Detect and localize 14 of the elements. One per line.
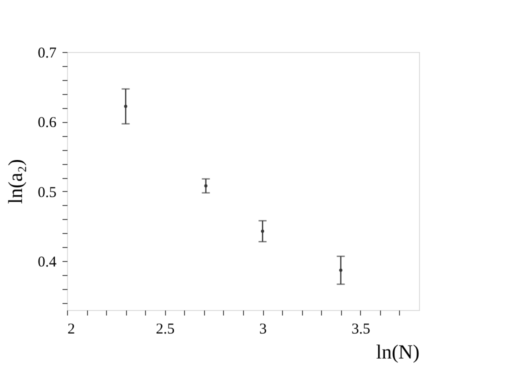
point [339,268,342,272]
point [204,184,208,188]
x-tick-label: 3.5 [351,322,370,338]
point [260,230,264,233]
x-axis-title: ln(N) [376,342,420,364]
y-axis-title: ln(a₂) [4,159,27,204]
y-tick-label: 0.4 [38,254,57,271]
y-tick-label: 0.7 [38,46,57,62]
x-tick-label: 2 [68,322,75,338]
point [124,104,128,108]
y-tick-label: 0.6 [38,115,57,132]
y-tick-label: 0.5 [38,184,56,201]
x-tick-label: 2.5 [156,322,175,338]
x-tick-label: 3 [259,322,267,338]
